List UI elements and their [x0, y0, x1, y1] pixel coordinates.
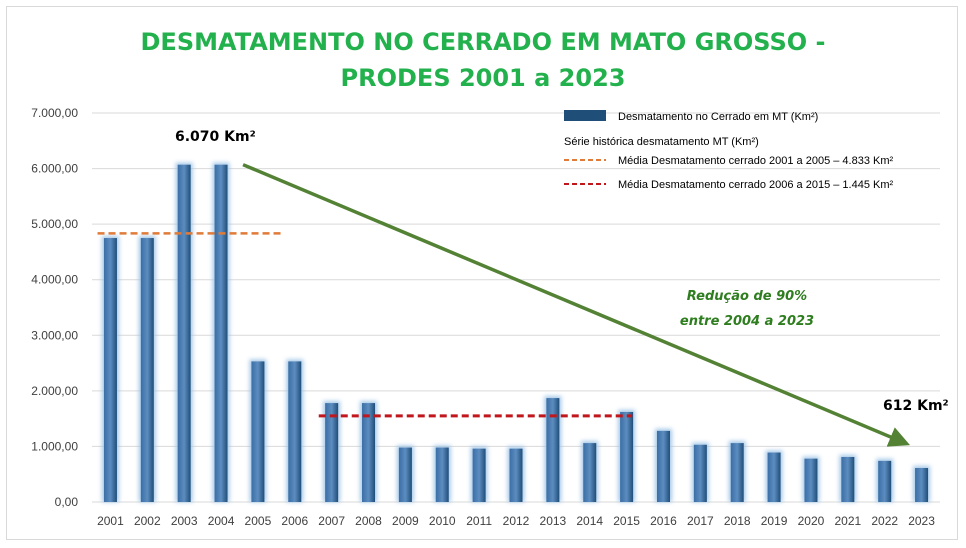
- chart-title-line1: DESMATAMENTO NO CERRADO EM MATO GROSSO -: [140, 28, 826, 56]
- x-tick-label: 2012: [503, 514, 530, 528]
- legend-header: Série histórica desmatamento MT (Km²): [564, 136, 759, 148]
- bar-2003: [177, 164, 191, 502]
- x-tick-label: 2022: [871, 514, 898, 528]
- bar-2013: [546, 398, 560, 502]
- bar-2009: [398, 447, 412, 502]
- legend-bar-swatch: [564, 110, 606, 121]
- bar-2020: [804, 458, 818, 502]
- bar-2011: [472, 448, 486, 502]
- end-label: 612 Km²: [883, 398, 949, 414]
- bar-2017: [693, 444, 707, 502]
- bar-2012: [509, 448, 523, 502]
- legend-bar-label: Desmatamento no Cerrado em MT (Km²): [618, 111, 818, 123]
- y-tick-label: 4.000,00: [31, 273, 78, 287]
- bar-2015: [620, 411, 634, 502]
- x-tick-label: 2013: [540, 514, 567, 528]
- x-tick-label: 2008: [355, 514, 382, 528]
- x-tick-label: 2001: [97, 514, 124, 528]
- reduction-label-line1: Redução de 90%: [687, 289, 807, 304]
- legend: Desmatamento no Cerrado em MT (Km²) Séri…: [564, 110, 893, 191]
- x-tick-label: 2019: [761, 514, 788, 528]
- x-tick-label: 2004: [208, 514, 235, 528]
- bar-2022: [878, 460, 892, 502]
- x-tick-label: 2023: [908, 514, 935, 528]
- x-tick-label: 2016: [650, 514, 677, 528]
- x-tick-label: 2003: [171, 514, 198, 528]
- y-tick-label: 7.000,00: [31, 106, 78, 120]
- y-tick-label: 3.000,00: [31, 328, 78, 342]
- bar-2007: [325, 403, 339, 502]
- bar-2016: [656, 430, 670, 502]
- bar-2002: [140, 238, 154, 503]
- x-tick-label: 2005: [245, 514, 272, 528]
- bar-2021: [841, 456, 855, 502]
- x-tick-label: 2015: [613, 514, 640, 528]
- y-tick-label: 6.000,00: [31, 162, 78, 176]
- bar-2005: [251, 361, 265, 502]
- legend-avg2-label: Média Desmatamento cerrado 2006 a 2015 –…: [618, 179, 893, 191]
- x-tick-label: 2006: [281, 514, 308, 528]
- x-tick-label: 2009: [392, 514, 419, 528]
- x-tick-label: 2020: [798, 514, 825, 528]
- y-tick-label: 0,00: [55, 495, 79, 509]
- bar-2010: [435, 447, 449, 502]
- x-tick-label: 2017: [687, 514, 714, 528]
- y-tick-label: 5.000,00: [31, 217, 78, 231]
- y-tick-label: 2.000,00: [31, 384, 78, 398]
- y-tick-label: 1.000,00: [31, 439, 78, 453]
- x-tick-label: 2010: [429, 514, 456, 528]
- bar-2006: [288, 361, 302, 502]
- chart-title-line2: PRODES 2001 a 2023: [340, 64, 626, 92]
- bar-2001: [103, 238, 117, 503]
- x-tick-label: 2007: [318, 514, 345, 528]
- bar-2004: [214, 164, 228, 502]
- x-tick-label: 2021: [834, 514, 861, 528]
- x-tick-label: 2002: [134, 514, 161, 528]
- bar-2019: [767, 452, 781, 502]
- x-tick-label: 2011: [466, 514, 492, 528]
- peak-label: 6.070 Km²: [175, 129, 256, 145]
- bar-2023: [915, 467, 929, 502]
- bar-2008: [362, 403, 376, 502]
- bar-2014: [583, 443, 597, 502]
- reduction-label-line2: entre 2004 a 2023: [680, 314, 814, 329]
- legend-avg1-label: Média Desmatamento cerrado 2001 a 2005 –…: [618, 155, 893, 167]
- trend-arrow: [242, 163, 911, 447]
- x-tick-label: 2014: [576, 514, 603, 528]
- x-tick-label: 2018: [724, 514, 751, 528]
- bar-2018: [730, 443, 744, 502]
